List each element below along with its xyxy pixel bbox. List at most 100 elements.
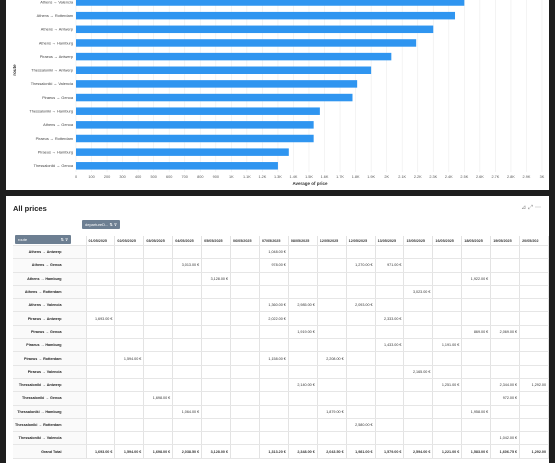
bar[interactable]: [76, 162, 278, 170]
y-tick-label: Athens → Valencia: [40, 0, 74, 4]
date-column-header[interactable]: 15/05/2025: [403, 236, 434, 246]
table-cell: [201, 258, 232, 273]
table-cell: [403, 338, 434, 353]
row-header[interactable]: Piraeus → Antwerp: [13, 311, 87, 326]
date-column-header[interactable]: 08/05/2025: [288, 236, 318, 246]
table-cell: 2,022.00 €: [259, 311, 289, 326]
x-tick-label: 3K: [540, 175, 545, 179]
date-column-header[interactable]: 12/05/2025: [317, 236, 347, 246]
table-cell: [259, 391, 289, 406]
date-column-header[interactable]: 16/05/2025: [432, 236, 463, 246]
date-column-header[interactable]: 04/05/2025: [172, 236, 203, 246]
table-cell: 1,922.00 €: [461, 272, 492, 286]
table-cell: [230, 418, 260, 433]
column-field-chip[interactable]: departureD... ⇅ ⊽: [82, 220, 120, 229]
row-chip-sort-icon[interactable]: ⇅: [60, 237, 64, 242]
date-column-header[interactable]: 06/05/2025: [230, 236, 260, 246]
table-cell: [519, 338, 549, 353]
row-header[interactable]: Piraeus → Hamburg: [13, 338, 87, 353]
more-icon[interactable]: ⋯: [535, 205, 543, 211]
bar[interactable]: [76, 52, 392, 61]
date-column-header[interactable]: 01/05/2025: [86, 236, 116, 246]
row-header[interactable]: Athens → Genoa: [13, 258, 87, 273]
row-header[interactable]: Athens → Rotterdam: [13, 285, 87, 300]
row-header[interactable]: Thessaloniki → Hamburg: [13, 405, 87, 419]
row-header[interactable]: Thessaloniki → Antwerp: [13, 378, 87, 393]
bar[interactable]: [76, 39, 417, 47]
bar[interactable]: [76, 134, 314, 143]
row-header[interactable]: Thessaloniki → Valencia: [13, 431, 87, 446]
table-cell: [432, 391, 463, 406]
table-cell: [461, 391, 492, 406]
table-cell: [461, 245, 492, 260]
x-tick-label: 600: [166, 175, 172, 179]
table-cell: [375, 391, 405, 406]
date-column-header[interactable]: 13/05/2025: [375, 236, 405, 246]
table-cell: [403, 391, 434, 406]
date-column-header[interactable]: 07/05/2025: [259, 236, 289, 246]
x-tick-label: 1.4K: [290, 175, 298, 179]
table-cell: 1,191.00 €: [432, 338, 463, 353]
y-tick-label: Thessaloniki → Antwerp: [31, 68, 73, 73]
bar[interactable]: [76, 148, 289, 156]
chip-sort-icon[interactable]: ⇅: [109, 222, 113, 227]
date-column-header[interactable]: 18/05/2025: [461, 236, 492, 246]
table-cell: [172, 272, 203, 286]
table-cell: [346, 378, 376, 393]
pivot-grid[interactable]: 01/05/2025 02/05/2025 03/05/2025 04/05/2025…: [13, 236, 549, 463]
bar[interactable]: [76, 121, 314, 129]
date-column-header[interactable]: 20/05/202: [519, 236, 549, 246]
expand-icon[interactable]: ⤢: [528, 205, 535, 211]
table-cell: [259, 418, 289, 433]
table-cell: [490, 338, 521, 353]
bar[interactable]: [76, 80, 358, 88]
row-header[interactable]: Piraeus → Valencia: [13, 365, 87, 379]
row-header[interactable]: Piraeus → Rotterdam: [13, 351, 87, 366]
date-column-header[interactable]: 19/05/2025: [490, 236, 521, 246]
date-column-header[interactable]: 03/05/2025: [143, 236, 174, 246]
table-cell: 2,344.00 €: [490, 378, 521, 393]
table-cell: [86, 338, 116, 353]
table-cell: [143, 311, 174, 326]
table-cell: [346, 285, 376, 300]
filter-icon[interactable]: ⊿: [521, 205, 529, 211]
row-header[interactable]: Grand Total: [13, 444, 87, 459]
y-tick-label: Thessaloniki → Valencia: [31, 81, 74, 86]
bar[interactable]: [76, 93, 353, 102]
date-column-header[interactable]: 05/05/2025: [201, 236, 232, 246]
date-column-header[interactable]: 02/05/2025: [114, 236, 145, 246]
bar[interactable]: [76, 107, 320, 115]
table-cell: 1,981.00 €: [346, 444, 376, 459]
table-cell: [346, 365, 376, 379]
table-cell: [86, 351, 116, 366]
bar[interactable]: [76, 66, 372, 75]
table-cell: [432, 272, 463, 286]
row-chip-filter-icon[interactable]: ⊽: [65, 237, 68, 242]
table-cell: [201, 418, 232, 433]
x-tick-label: 500: [150, 175, 156, 179]
panel-title: All prices: [13, 204, 47, 213]
x-tick-label: 100: [88, 175, 94, 179]
table-cell: [432, 325, 463, 340]
row-header[interactable]: Athens → Hamburg: [13, 272, 87, 286]
row-header[interactable]: Thessaloniki → Genoa: [13, 391, 87, 406]
date-column-header[interactable]: 12/05/2025: [346, 236, 376, 246]
table-cell: 972.00 €: [490, 391, 521, 406]
row-header[interactable]: Piraeus → Genoa: [13, 325, 87, 340]
table-cell: [317, 325, 347, 340]
table-cell: 1,698.00 €: [143, 391, 174, 406]
row-field-chip[interactable]: route ⇅ ⊽: [15, 235, 71, 244]
row-header[interactable]: Athens → Valencia: [13, 298, 87, 313]
table-cell: [403, 298, 434, 313]
row-header[interactable]: Athens → Antwerp: [13, 245, 87, 260]
table-cell: [317, 272, 347, 286]
table-cell: [375, 285, 405, 300]
table-cell: [288, 245, 318, 260]
bar[interactable]: [76, 25, 434, 34]
bar[interactable]: [76, 11, 456, 20]
table-cell: 2,580.00 €: [346, 418, 376, 433]
row-header[interactable]: Thessaloniki → Rotterdam: [13, 418, 87, 433]
chip-filter-icon[interactable]: ⊽: [113, 222, 117, 227]
bar-chart: Athens → Valencia Athens → Rotterdam Athen…: [12, 0, 545, 186]
bar[interactable]: [76, 0, 465, 6]
